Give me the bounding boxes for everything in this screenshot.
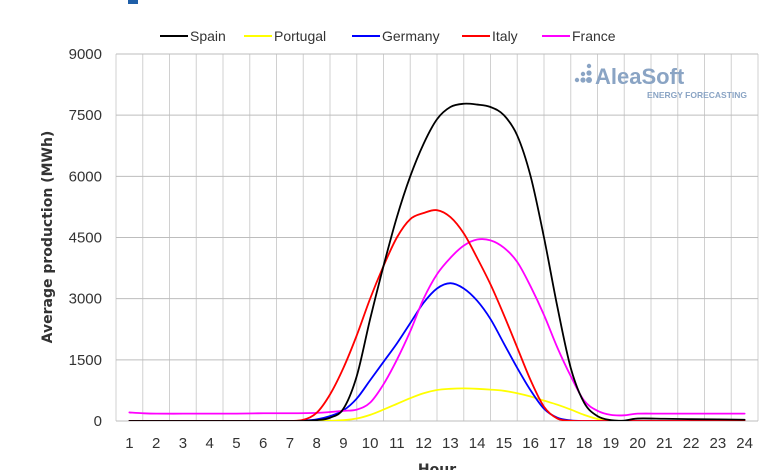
x-tick-label: 11 (389, 435, 405, 452)
chart-series (128, 102, 746, 421)
x-tick-label: 12 (415, 435, 432, 452)
legend-label-france: France (572, 28, 616, 44)
legend-label-portugal: Portugal (274, 28, 326, 44)
legend-label-italy: Italy (492, 28, 518, 44)
x-tick-label: 21 (656, 435, 673, 452)
logo-dot-6 (586, 63, 592, 69)
logo-dot-2 (580, 77, 586, 83)
x-tick-label: 16 (522, 435, 539, 452)
x-tick-label: 14 (469, 435, 486, 452)
x-axis-title: Hour (418, 462, 456, 470)
x-tick-label: 13 (442, 435, 459, 452)
x-tick-label: 22 (683, 435, 700, 452)
chart-legend: Spain Portugal Germany Italy France (160, 28, 616, 44)
x-tick-label: 17 (549, 435, 566, 452)
x-tick-label: 8 (312, 435, 320, 452)
logo-tagline: ENERGY FORECASTING (647, 90, 747, 100)
series-line-spain (128, 102, 746, 421)
x-tick-label: 4 (205, 435, 213, 452)
series-line-france (128, 238, 746, 417)
logo-dot-5 (586, 70, 592, 76)
y-tick-label: 9000 (69, 46, 102, 63)
logo-name: AleaSoft (595, 64, 685, 89)
x-tick-label: 10 (362, 435, 379, 452)
logo-dot-3 (580, 71, 586, 77)
x-tick-label: 23 (710, 435, 727, 452)
legend-label-germany: Germany (382, 28, 440, 44)
y-tick-label: 6000 (69, 168, 102, 185)
legend-label-spain: Spain (190, 28, 226, 44)
x-tick-label: 18 (576, 435, 593, 452)
title-fragment (128, 0, 138, 4)
chart-grid (115, 53, 759, 422)
series-line-germany (128, 282, 746, 421)
aleasoft-logo: AleaSoft ENERGY FORECASTING (574, 63, 747, 100)
logo-dot-1 (574, 77, 580, 83)
x-tick-label: 2 (152, 435, 160, 452)
x-tick-label: 5 (232, 435, 240, 452)
title-fragment-mark (128, 0, 138, 4)
y-axis-title: Average production (MWh) (40, 131, 56, 344)
x-tick-label: 7 (286, 435, 294, 452)
x-tick-label: 1 (125, 435, 133, 452)
series-line-italy (128, 209, 746, 421)
x-tick-label: 3 (179, 435, 187, 452)
x-tick-label: 6 (259, 435, 267, 452)
y-tick-label: 4500 (69, 230, 102, 247)
x-tick-label: 24 (736, 435, 753, 452)
x-tick-label: 19 (603, 435, 620, 452)
x-tick-label: 15 (496, 435, 513, 452)
y-tick-label: 7500 (69, 107, 102, 124)
y-tick-label: 1500 (69, 352, 102, 369)
logo-dot-4 (586, 77, 592, 83)
x-tick-label: 9 (339, 435, 347, 452)
series-line-portugal (128, 387, 746, 421)
y-tick-label: 0 (94, 413, 102, 430)
y-tick-label: 3000 (69, 291, 102, 308)
x-tick-label: 20 (629, 435, 646, 452)
